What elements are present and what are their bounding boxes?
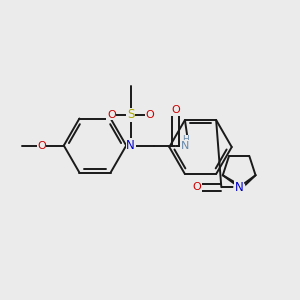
Text: O: O [107,110,116,120]
Text: N: N [181,140,189,151]
Text: N: N [126,139,135,152]
Text: O: O [171,106,180,116]
Text: H: H [182,135,188,144]
Text: N: N [235,181,244,194]
Text: O: O [146,110,154,120]
Text: O: O [37,140,46,151]
Text: S: S [127,108,134,122]
Text: O: O [193,182,201,192]
